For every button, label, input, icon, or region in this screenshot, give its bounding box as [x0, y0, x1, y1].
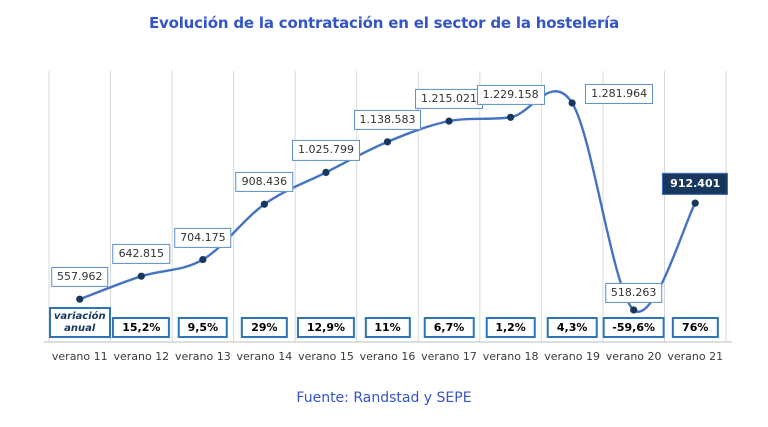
data-point-marker	[199, 255, 207, 264]
data-point-marker	[76, 295, 84, 303]
source-caption: Fuente: Randstad y SEPE	[296, 390, 472, 406]
data-point-marker	[260, 200, 269, 208]
data-line	[78, 90, 697, 313]
data-point-marker	[630, 306, 638, 314]
data-point-marker	[568, 99, 576, 107]
data-point-marker	[383, 138, 392, 146]
data-point-marker	[445, 117, 453, 125]
data-point-marker	[506, 113, 515, 121]
chart-title: Evolución de la contratación en el secto…	[148, 14, 620, 32]
data-point-marker	[137, 272, 145, 280]
data-point-marker	[322, 168, 330, 177]
data-point-marker	[691, 199, 699, 207]
